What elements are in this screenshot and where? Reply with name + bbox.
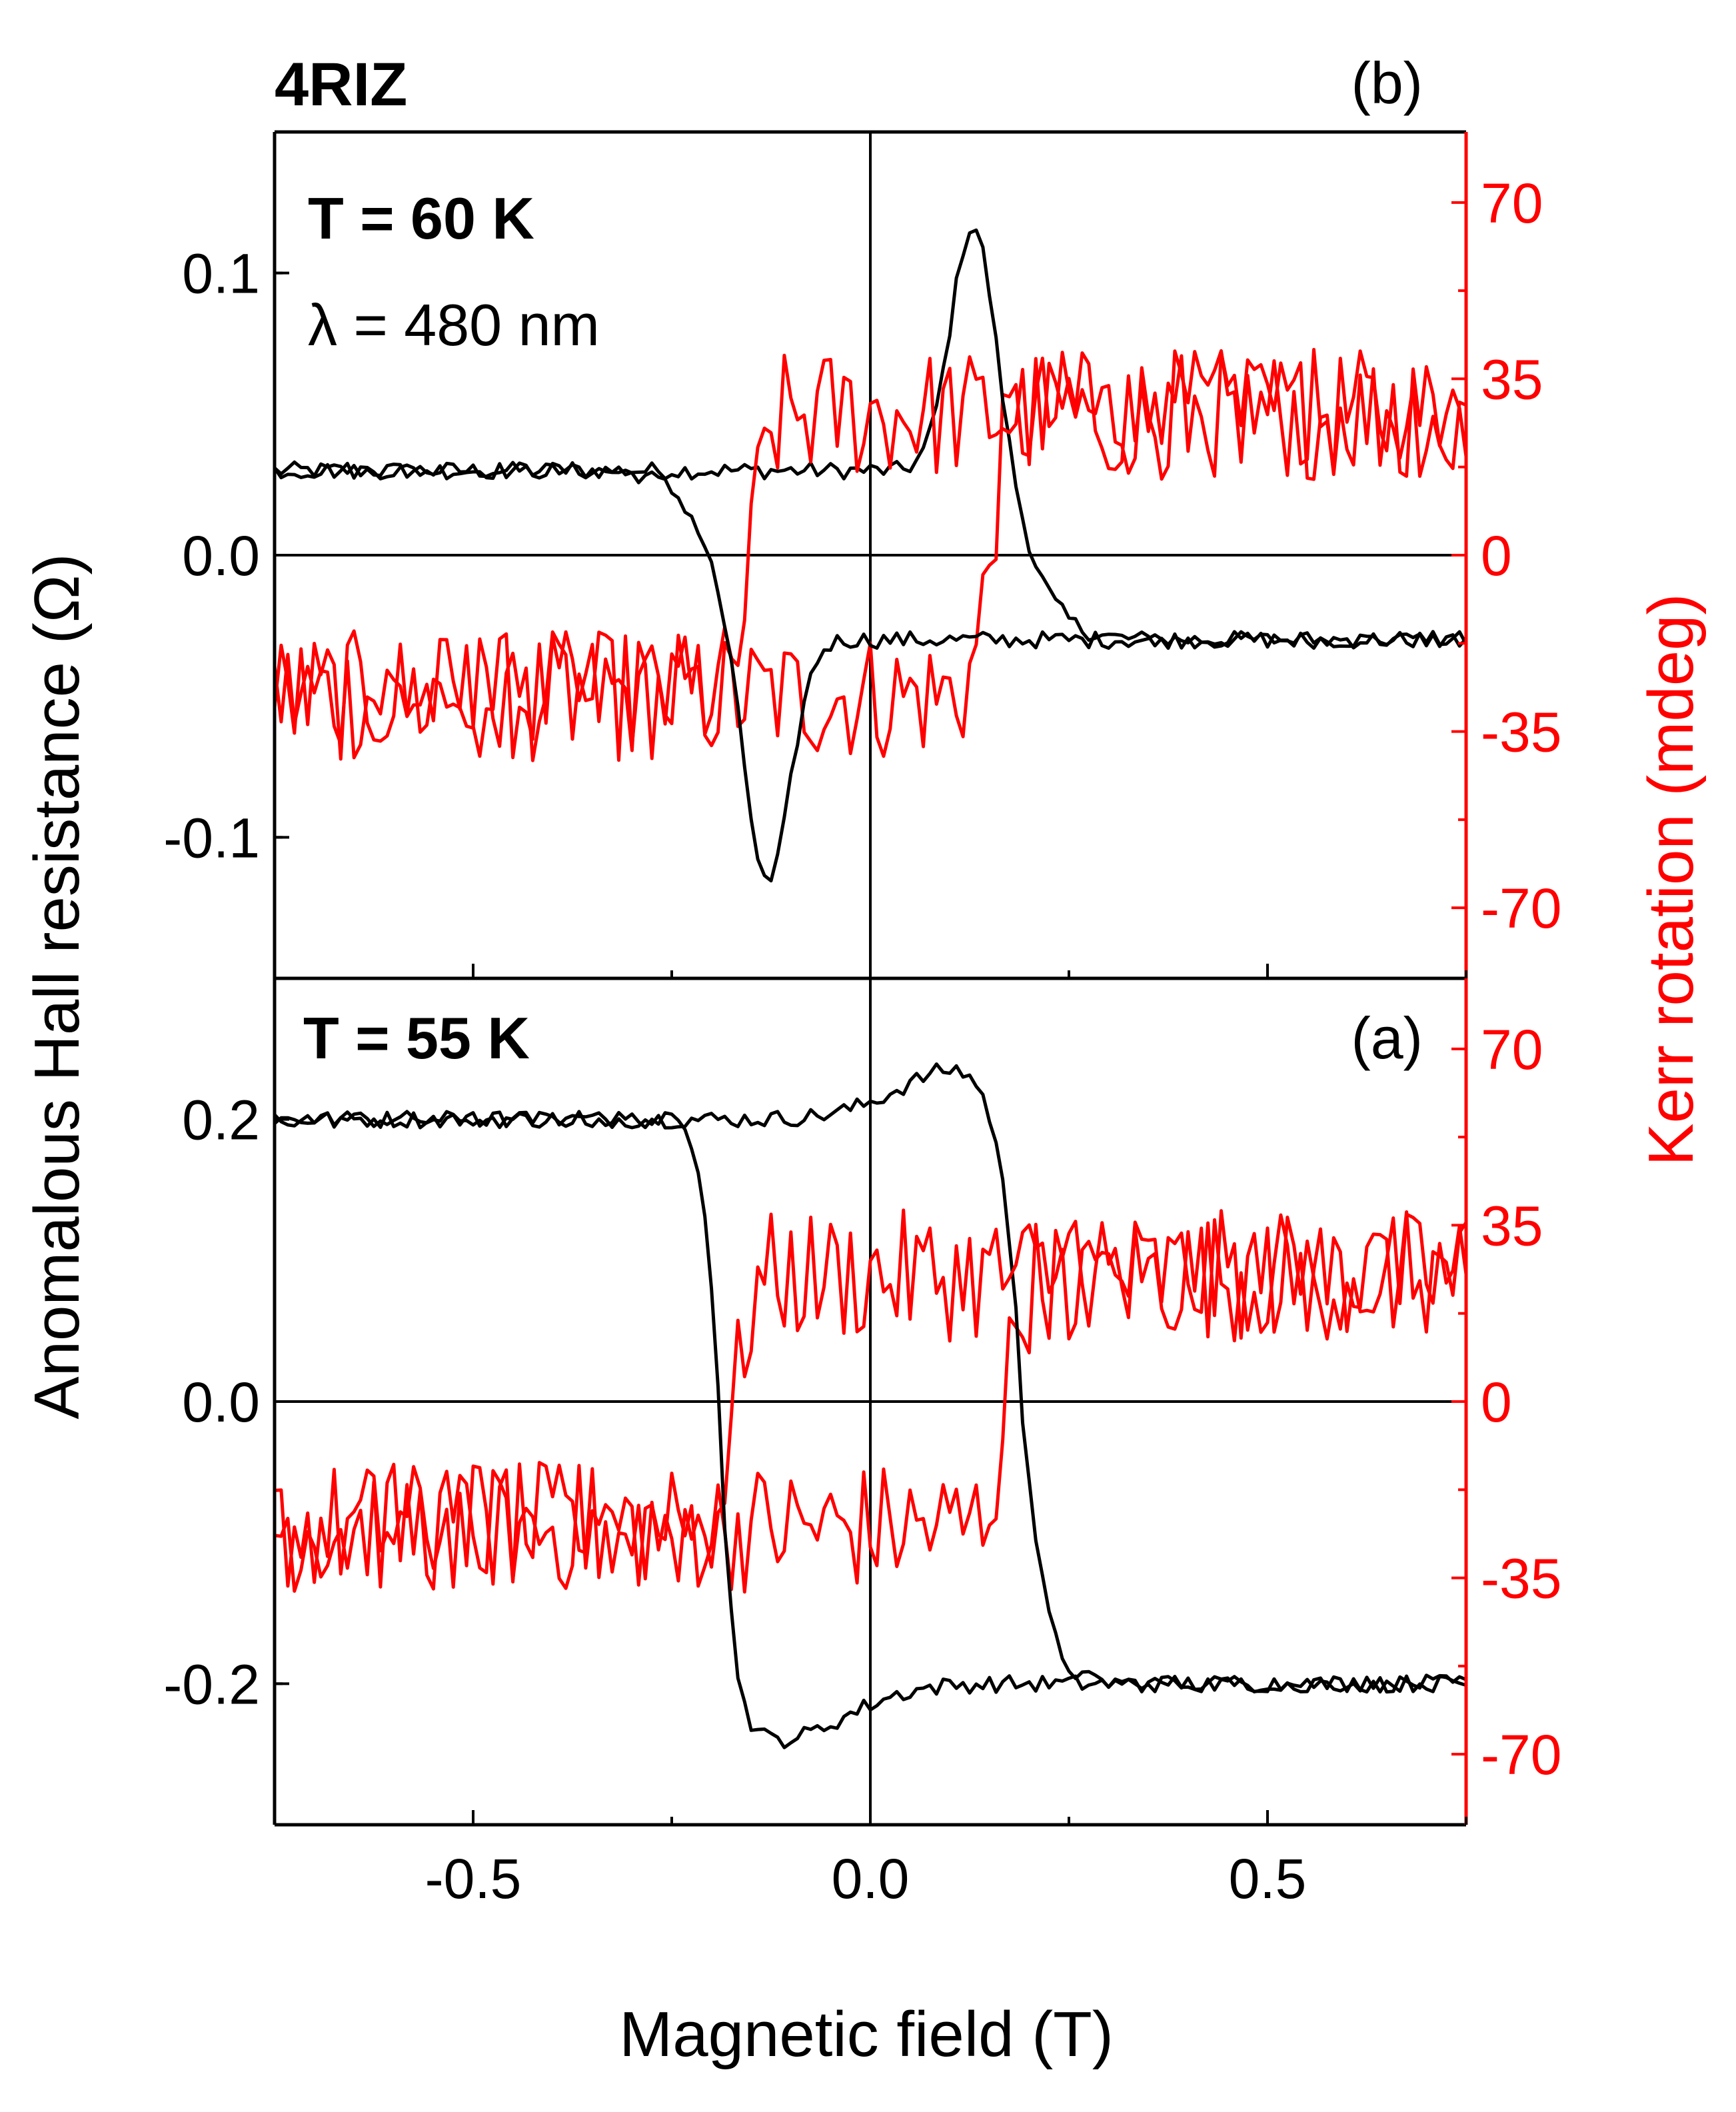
y-tick-label-left-b-2: -0.1 <box>163 806 260 869</box>
y-tick-label-right-b-3: -35 <box>1481 701 1561 764</box>
kerr-series-a-down <box>274 1208 1468 1593</box>
y-tick-label-left-a-0: 0.2 <box>182 1089 260 1152</box>
y-tick-label-right-a-3: -35 <box>1481 1548 1561 1610</box>
y-tick-label-right-b-0: 70 <box>1481 172 1543 235</box>
panel-label-b: (b) <box>1351 50 1423 116</box>
y-tick-label-left-a-2: -0.2 <box>163 1653 260 1715</box>
y-tick-label-right-b-2: 0 <box>1481 525 1512 587</box>
y-tick-label-right-b-4: -70 <box>1481 877 1561 940</box>
kerr-series-a-up <box>274 1212 1468 1594</box>
y-tick-label-left-b-0: 0.1 <box>182 243 260 305</box>
y-axis-title-right: Kerr rotation (mdeg) <box>1635 594 1707 1166</box>
y-tick-label-right-b-1: 35 <box>1481 348 1543 411</box>
y-tick-label-right-a-4: -70 <box>1481 1723 1561 1786</box>
plot-layer: 0.1 0.0 -0.1 70 35 0 -35 -70 0.2 0.0 -0.2 70 35 0 -35 -… <box>163 130 1561 1910</box>
x-axis-title: Magnetic field (T) <box>619 1999 1114 2070</box>
wavelength-label-b: λ = 480 nm <box>308 292 600 358</box>
panel-b: 0.1 0.0 -0.1 70 35 0 -35 -70 <box>163 130 1561 980</box>
hall-series-a-down <box>273 1110 1467 1749</box>
panel-label-a: (a) <box>1351 1005 1423 1071</box>
x-tick-label-0: -0.5 <box>425 1847 522 1910</box>
temperature-label-a: T = 55 K <box>303 1005 530 1071</box>
x-tick-label-2: 0.5 <box>1229 1847 1307 1910</box>
y-tick-label-right-a-0: 70 <box>1481 1018 1543 1081</box>
hall-series-b-down <box>273 461 1467 883</box>
y-tick-label-left-a-1: 0.0 <box>182 1371 260 1434</box>
panel-a: 0.2 0.0 -0.2 70 35 0 -35 -70 <box>163 976 1561 1827</box>
kerr-series-b-down <box>273 351 1468 762</box>
y-tick-label-right-a-2: 0 <box>1481 1371 1512 1434</box>
chart-title: 4RIZ <box>275 51 407 119</box>
y-axis-title-left: Anomalous Hall resistance (Ω) <box>21 554 93 1420</box>
x-tick-label-1: 0.0 <box>832 1847 910 1910</box>
y-tick-label-right-a-1: 35 <box>1481 1194 1543 1257</box>
y-tick-label-left-b-1: 0.0 <box>182 525 260 587</box>
hall-series-b-up <box>273 228 1468 650</box>
temperature-label-b: T = 60 K <box>308 185 534 251</box>
